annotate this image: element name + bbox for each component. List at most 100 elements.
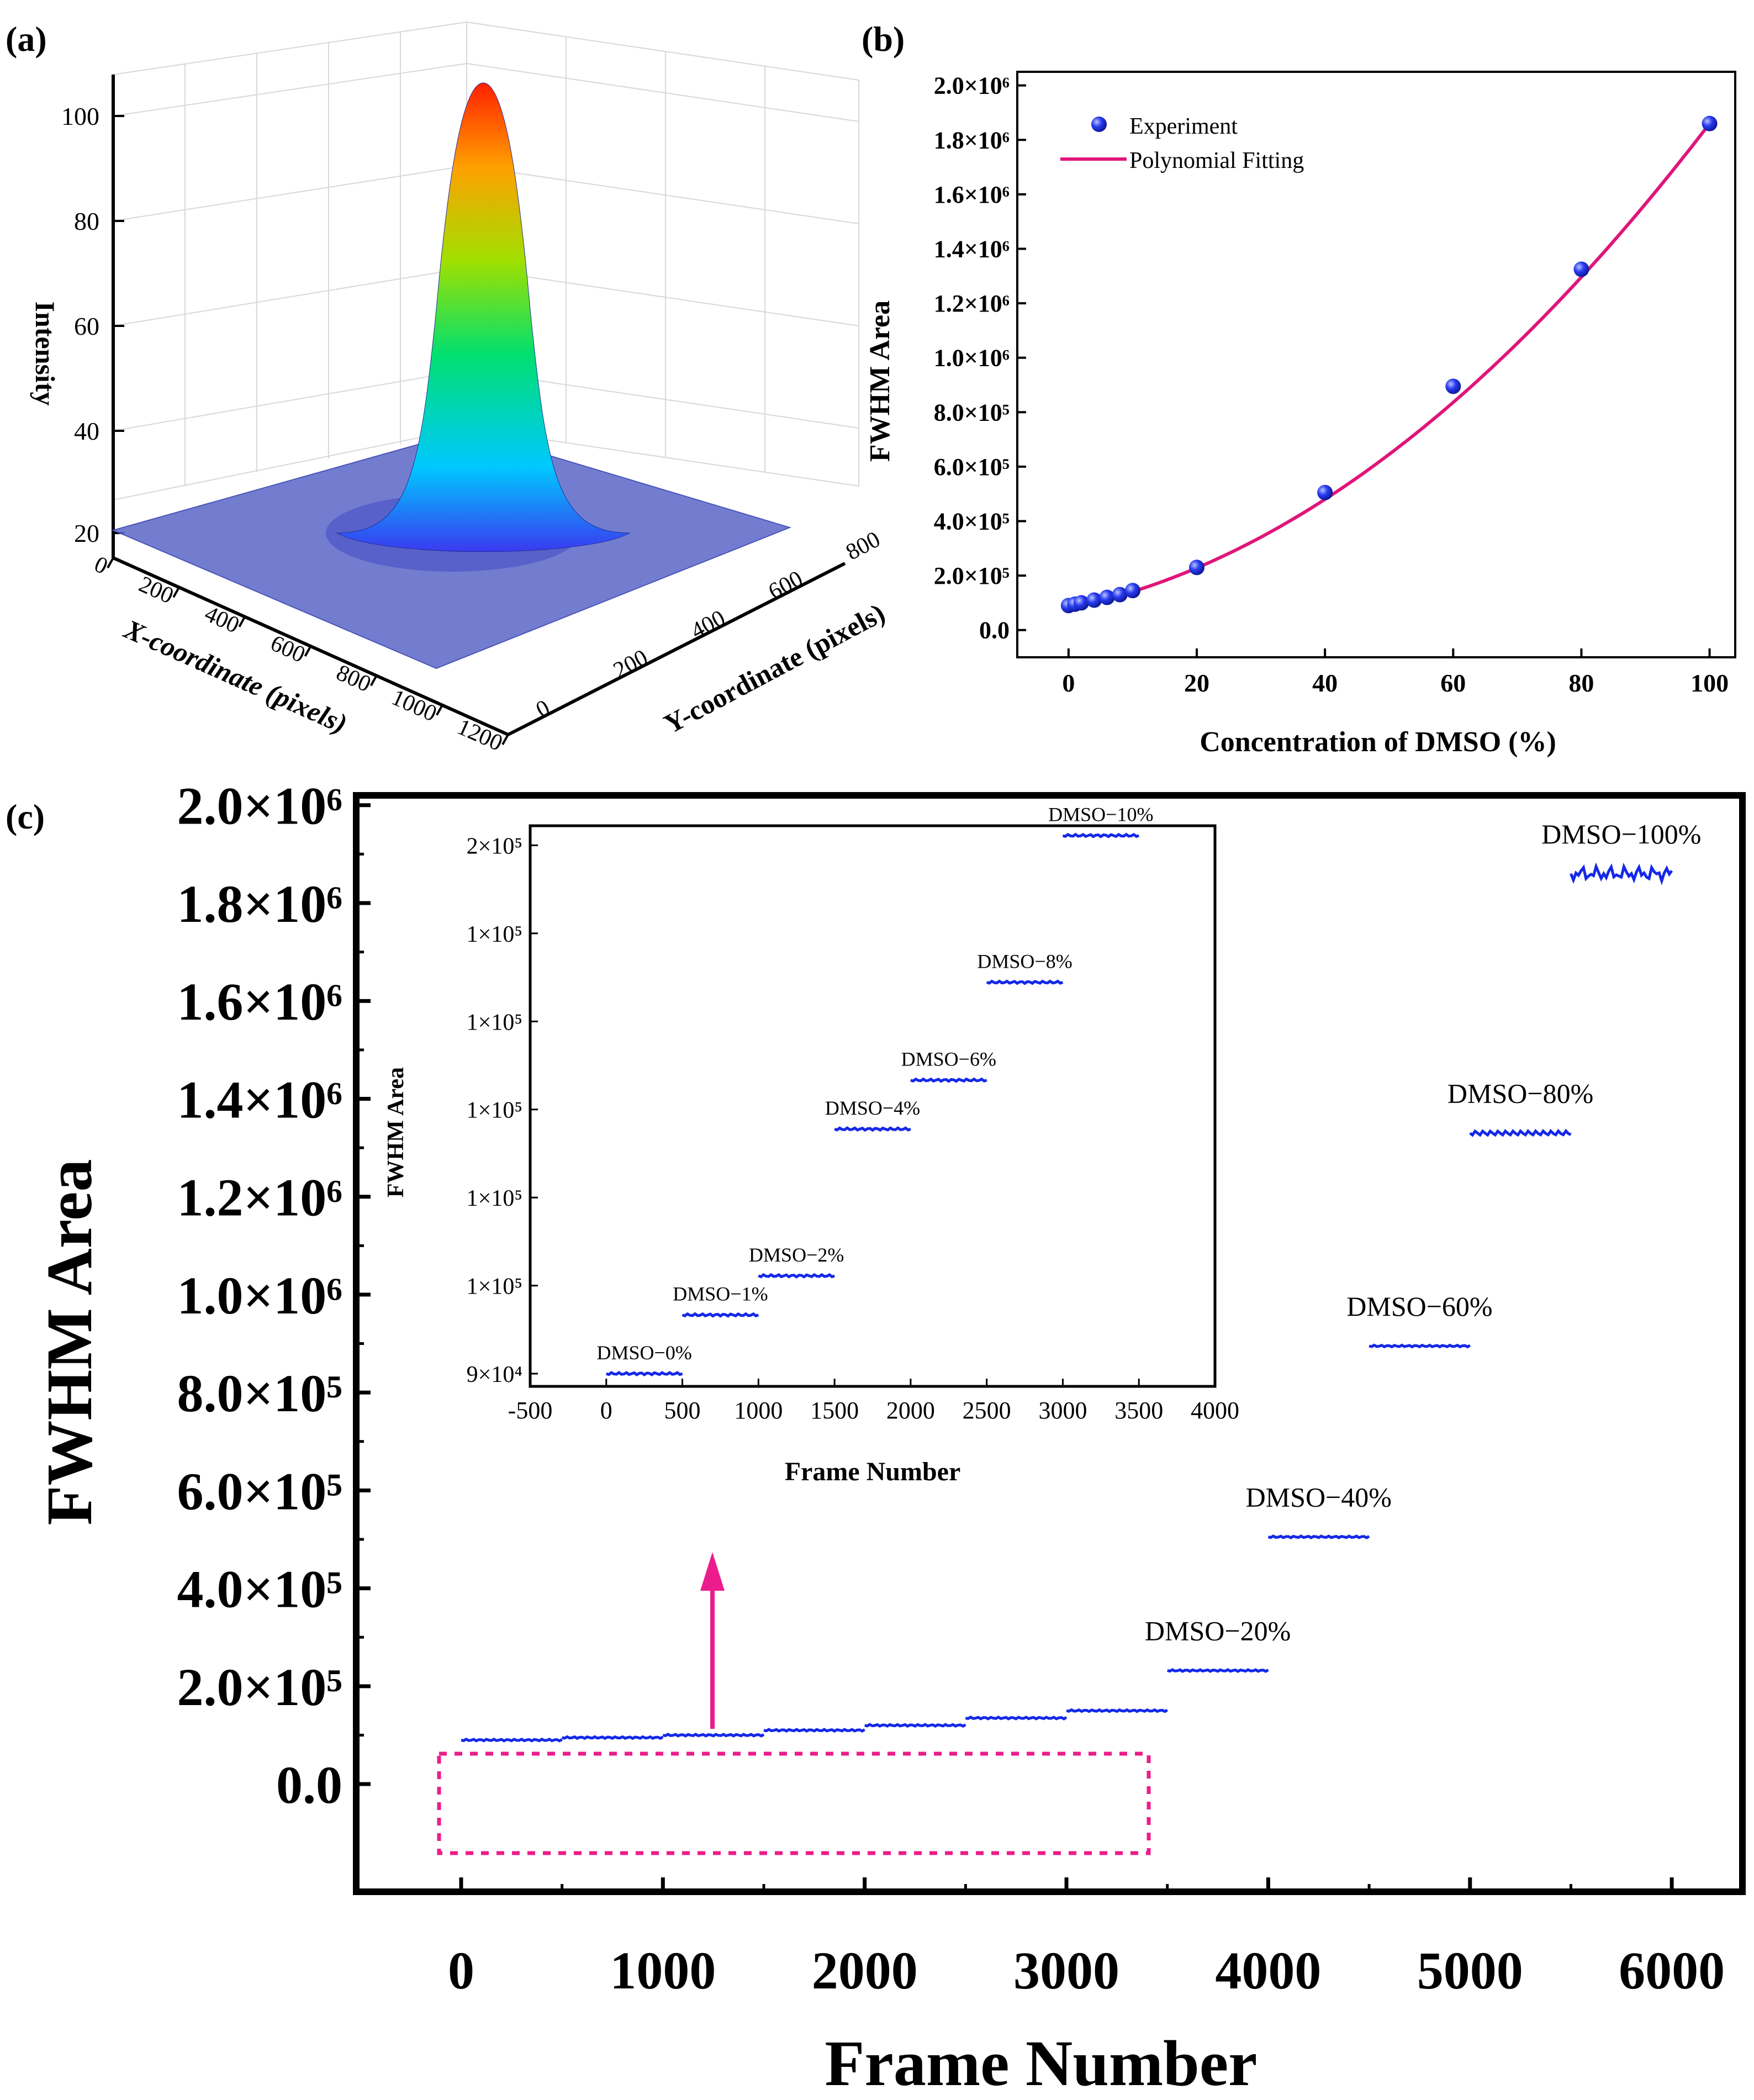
b-experiment-point [1573,261,1589,277]
panel-a-back-walls [113,21,859,501]
panel-b-y-ticks: 0.0 2.0×10⁵ 4.0×10⁵ 6.0×10⁵ 8.0×10⁵ 1.0×10⁶ 1.… [934,72,1026,644]
legend-experiment-label: Experiment [1129,114,1238,139]
b-y-tick-label: 1.0×10⁶ [934,345,1010,372]
i-segment-line [681,1312,759,1318]
panel-c-line-plot: (c) 0.0 2.0×10⁵ 4.0×10⁵ 6.0×10⁵ 8.0×10⁵ 1.0×1… [6,777,1746,2099]
i-x-tick-label: 500 [664,1397,701,1424]
panel-c-label: (c) [6,797,45,836]
b-x-tick-label: 0 [1062,669,1075,697]
legend-experiment-marker [1091,117,1107,132]
c-y-tick-label: 1.6×10⁶ [177,972,342,1031]
b-experiment-point [1445,378,1461,394]
panel-a-z-ticks: 20 40 60 80 100 [61,102,124,547]
c-segment-line [1167,1668,1269,1673]
b-x-tick-label: 60 [1440,669,1466,697]
i-x-tick-label: 4000 [1191,1397,1239,1424]
c-y-tick-label: 1.2×10⁶ [177,1168,342,1227]
panel-a-y-axis [507,562,846,736]
i-segment-line [605,1370,683,1377]
i-x-tick-label: 0 [600,1397,612,1424]
i-y-tick-label: 1×10⁵ [467,1274,522,1300]
i-segment-label: DMSO−0% [597,1342,692,1364]
i-x-tick-label: 2000 [886,1397,935,1424]
b-experiment-point [1317,484,1333,500]
b-y-tick-label: 6.0×10⁵ [934,453,1010,481]
i-x-tick-label: 1000 [734,1397,783,1424]
c-y-tick-label: 6.0×10⁵ [177,1461,342,1521]
c-x-tick-label: 1000 [610,1941,716,2000]
c-segment-line [1469,1128,1572,1137]
panel-c-segments: DMSO−20% DMSO−40% DMSO−60% DMSO−80% DMSO−100… [461,819,1701,1743]
c-segment-line [562,1735,664,1740]
panel-a-z-label: Intensity [30,302,61,406]
b-experiment-point [1189,560,1204,576]
i-segment-label: DMSO−1% [673,1283,768,1305]
a-z-tick-label: 100 [61,102,99,130]
inset-x-ticks: -500 0 500 1000 1500 2000 2500 3000 3500 4000 [508,1379,1239,1424]
i-segment-line [834,1126,911,1132]
b-y-tick-label: 2.0×10⁵ [934,562,1010,589]
i-x-tick-label: -500 [508,1397,553,1424]
panel-b-points [1060,115,1718,614]
b-experiment-point [1099,589,1115,605]
i-y-tick-label: 9×10⁴ [467,1362,522,1387]
b-experiment-point [1124,583,1140,599]
c-x-tick-label: 4000 [1215,1941,1321,2000]
i-segment-label: DMSO−6% [901,1048,996,1070]
c-segment-line [1267,1534,1370,1539]
a-x-tick-mark [172,587,180,598]
panel-a-surface-plot: (a) 20 40 60 80 100 Intensity [6,19,890,756]
b-experiment-point [1112,587,1128,603]
c-y-tick-label: 2.0×10⁶ [177,777,342,836]
c-segment-line [763,1728,865,1733]
b-x-tick-label: 80 [1568,669,1594,697]
zoom-region-box [437,1751,1151,1855]
inset-y-label: FWHM Area [383,1067,409,1197]
i-segment-line [758,1273,835,1279]
c-x-tick-label: 3000 [1013,1941,1119,2000]
b-y-tick-label: 1.4×10⁶ [934,235,1010,262]
panel-c-y-label: FWHM Area [33,1159,105,1525]
a-z-tick-label: 80 [74,207,99,235]
a-x-tick-mark [369,675,378,687]
a-z-tick-label: 60 [74,312,99,340]
i-segment-label: DMSO−4% [825,1097,920,1119]
b-y-tick-label: 1.2×10⁶ [934,290,1010,317]
a-y-tick-label: 0 [532,695,554,722]
a-x-tick-mark [304,646,312,657]
panel-b-legend: Experiment Polynomial Fitting [1060,114,1304,173]
inset-x-label: Frame Number [785,1457,961,1486]
inset-y-ticks: 9×10⁴ 1×10⁵ 1×10⁵ 1×10⁵ 1×10⁵ 1×10⁵ 2×10⁵ [467,833,538,1387]
b-y-tick-label: 1.8×10⁶ [934,126,1010,154]
a-x-tick-label: 400 [201,601,243,639]
c-segment-label: DMSO−40% [1246,1482,1392,1513]
c-segment-label: DMSO−100% [1541,819,1701,850]
b-y-tick-label: 8.0×10⁵ [934,399,1010,426]
a-x-tick-label: 600 [267,630,309,668]
i-y-tick-label: 1×10⁵ [467,1186,522,1211]
i-segment-label: DMSO−8% [977,950,1072,972]
panel-c-x-label: Frame Number [825,2027,1257,2099]
panel-b-fit-line [1068,122,1711,610]
c-segment-line [1570,862,1673,885]
b-x-tick-label: 20 [1184,669,1209,697]
i-x-tick-label: 2500 [963,1397,1011,1424]
b-y-tick-label: 2.0×10⁶ [934,72,1010,99]
zoom-arrow-head [700,1552,725,1591]
c-segment-line [965,1716,1068,1721]
c-y-tick-label: 2.0×10⁵ [177,1658,342,1717]
inset-plot: 9×10⁴ 1×10⁵ 1×10⁵ 1×10⁵ 1×10⁵ 1×10⁵ 2×10⁵ -500… [383,804,1239,1486]
c-y-tick-label: 1.4×10⁶ [177,1070,342,1129]
i-x-tick-label: 1500 [810,1397,859,1424]
a-x-tick-label: 200 [135,572,177,609]
i-segment-line [910,1077,987,1083]
b-x-tick-label: 100 [1690,669,1729,697]
panel-b-label: (b) [862,19,905,59]
legend-fit-label: Polynomial Fitting [1129,148,1304,173]
c-segment-label: DMSO−60% [1346,1291,1492,1322]
a-x-tick-mark [238,616,246,627]
c-y-tick-label: 1.8×10⁶ [177,874,342,933]
panel-b-plot-frame [1016,71,1736,658]
a-y-tick-label: 800 [842,526,884,565]
i-segment-line [1062,832,1140,838]
